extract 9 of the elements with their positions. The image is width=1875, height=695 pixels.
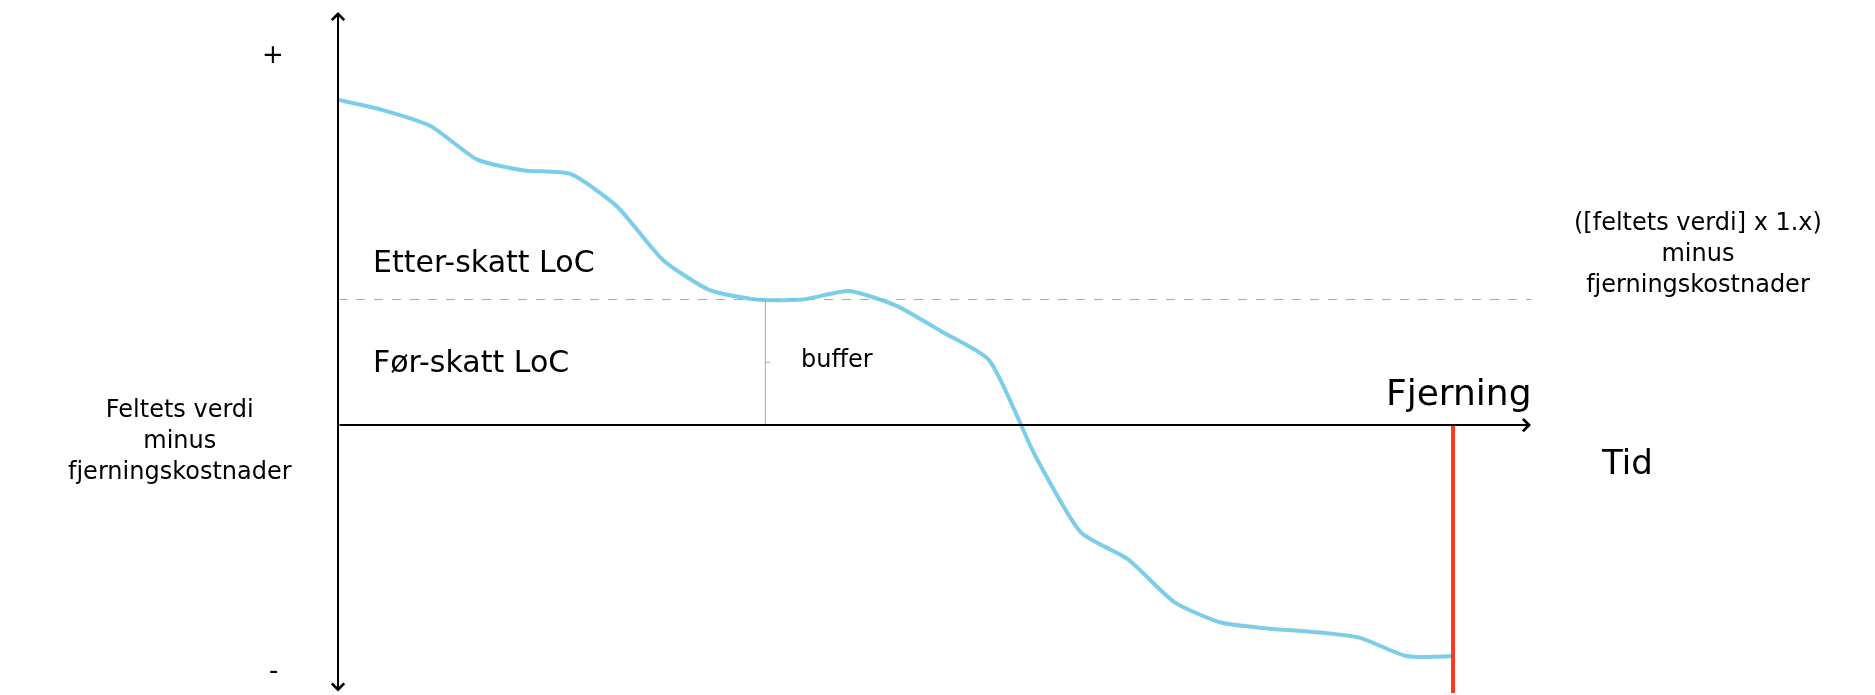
annotation: Etter-skatt LoC: [373, 244, 595, 279]
annotation: Fjerning: [1386, 372, 1532, 413]
text: -: [269, 655, 279, 685]
ref-line-label: ([feltets verdi] x 1.x) minus fjerningskostnader: [1574, 208, 1822, 299]
x-axis-title: Tid: [1601, 442, 1653, 482]
annotation: buffer: [801, 345, 873, 373]
annotation: Før-skatt LoC: [373, 344, 570, 379]
y-axis-title: Feltets verdi minus fjerningskostnader: [68, 395, 292, 486]
text: +: [262, 39, 284, 69]
